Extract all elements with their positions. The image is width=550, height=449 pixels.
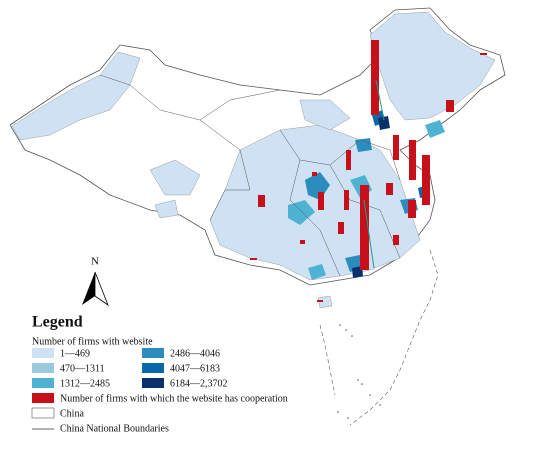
legend-label: 1—469 <box>60 348 90 359</box>
cooperation-bar <box>393 235 399 245</box>
cooperation-bars <box>250 40 487 302</box>
legend-title: Legend <box>32 314 83 331</box>
north-label: N <box>91 256 99 268</box>
cooperation-bar <box>393 135 399 160</box>
legend-swatch <box>142 378 164 388</box>
legend-label: 6184—2,3702 <box>170 378 228 389</box>
cooperation-bar <box>312 172 317 176</box>
legend-label: 470—1311 <box>60 363 105 374</box>
south-sea-boundaries <box>319 249 439 426</box>
cooperation-bar <box>317 300 323 302</box>
cooperation-bar <box>371 40 379 115</box>
legend-label: Number of firms with which the website h… <box>60 393 288 404</box>
cooperation-bar <box>480 53 487 55</box>
legend-swatch <box>32 348 54 358</box>
cooperation-bar <box>346 150 351 170</box>
cooperation-bar <box>338 222 344 234</box>
legend-swatch <box>142 348 164 358</box>
cooperation-bar <box>386 183 393 195</box>
legend-subtitle: Number of firms with website <box>32 336 153 347</box>
north-arrow: N <box>82 256 109 307</box>
china-map <box>9 7 506 426</box>
legend-label: 4047—6183 <box>170 363 220 374</box>
legend-swatch <box>31 407 55 419</box>
legend: Legend Number of firms with website 1—46… <box>31 314 288 434</box>
legend-label: 1312—2485 <box>60 378 110 389</box>
legend-label: 2486—4046 <box>170 348 220 359</box>
cooperation-bar <box>300 240 305 244</box>
legend-swatch <box>142 363 164 373</box>
connector-lines <box>363 79 385 269</box>
islands <box>337 324 381 419</box>
cooperation-bar <box>360 185 369 270</box>
cooperation-bar <box>446 100 454 112</box>
top-regions <box>352 116 390 278</box>
legend-label: China National Boundaries <box>60 423 169 434</box>
legend-swatch <box>32 393 54 403</box>
cooperation-bar <box>408 200 416 218</box>
cooperation-bar <box>250 258 257 260</box>
cooperation-bar <box>258 195 265 207</box>
cooperation-bar <box>318 192 324 210</box>
cooperation-bar <box>344 190 349 210</box>
legend-swatch <box>32 363 54 373</box>
legend-swatch <box>32 378 54 388</box>
legend-label: China <box>60 408 84 419</box>
cooperation-bar <box>422 155 430 205</box>
cooperation-bar <box>409 140 416 180</box>
